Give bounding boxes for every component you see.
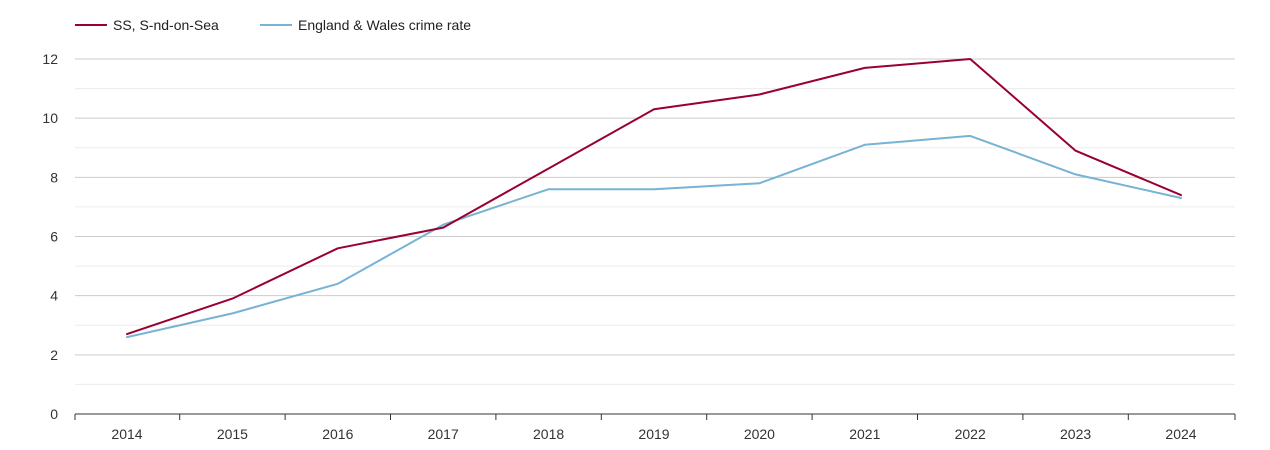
grid-lines <box>75 58 1235 385</box>
x-tick-label: 2016 <box>322 426 353 442</box>
x-tick-label: 2023 <box>1060 426 1091 442</box>
x-tick-label: 2017 <box>428 426 459 442</box>
legend: SS, S-nd-on-Sea England & Wales crime ra… <box>75 17 471 33</box>
y-tick-label: 6 <box>50 229 58 245</box>
series-line-1 <box>126 58 1182 336</box>
y-tick-label: 12 <box>42 51 58 67</box>
legend-label-series-1: SS, S-nd-on-Sea <box>113 17 219 33</box>
y-tick-label: 4 <box>50 288 58 304</box>
y-tick-label: 10 <box>42 110 58 126</box>
y-tick-label: 8 <box>50 169 58 185</box>
axes: 0 2 4 6 8 10 12 2014 2015 2016 2017 2018 2019 2020 202… <box>42 51 1236 442</box>
x-tick-label: 2022 <box>955 426 986 442</box>
x-tick-label: 2014 <box>111 426 142 442</box>
series-line-2 <box>126 134 1182 339</box>
x-tick-label: 2015 <box>217 426 248 442</box>
x-tick-label: 2019 <box>638 426 669 442</box>
y-tick-label: 2 <box>50 347 58 363</box>
x-tick-label: 2024 <box>1165 426 1196 442</box>
x-tick-label: 2021 <box>849 426 880 442</box>
series-lines <box>126 58 1182 339</box>
y-tick-label: 0 <box>50 406 58 422</box>
x-tick-label: 2020 <box>744 426 775 442</box>
x-tick-label: 2018 <box>533 426 564 442</box>
legend-label-series-2: England & Wales crime rate <box>298 17 471 33</box>
